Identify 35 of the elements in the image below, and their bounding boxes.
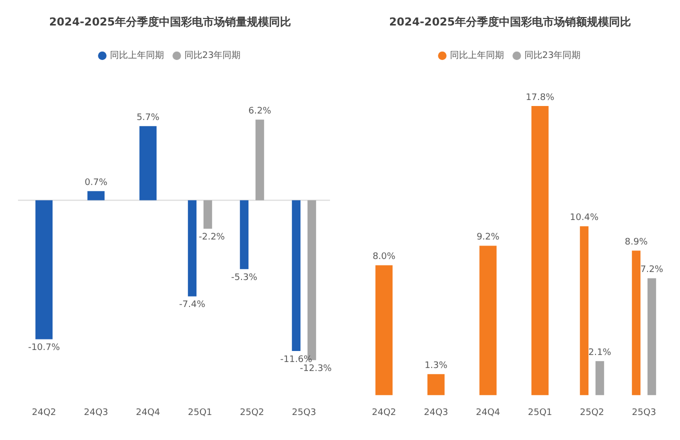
legend-label: 同比上年同期 xyxy=(110,50,164,62)
data-label: -7.4% xyxy=(179,300,206,310)
data-label: -2.2% xyxy=(198,232,226,243)
data-label: 0.7% xyxy=(84,178,108,188)
x-tick-label: 25Q2 xyxy=(580,408,604,418)
x-tick-label: 24Q2 xyxy=(372,408,396,418)
chart-title: 2024-2025年分季度中国彩电市场销量规模同比 xyxy=(49,15,291,28)
x-tick-label: 24Q3 xyxy=(84,408,108,418)
data-label: 9.2% xyxy=(476,232,500,243)
legend-label: 同比23年同期 xyxy=(524,50,581,62)
x-tick-label: 25Q1 xyxy=(528,408,552,418)
data-label: 6.2% xyxy=(248,106,272,116)
data-label: 2.1% xyxy=(588,348,612,358)
data-label: -10.7% xyxy=(28,343,60,354)
data-label: -11.6% xyxy=(280,354,313,365)
x-tick-label: 25Q1 xyxy=(188,408,212,418)
data-label: 1.3% xyxy=(424,360,448,371)
legend-label: 同比23年同期 xyxy=(184,50,241,62)
data-label: 7.2% xyxy=(640,265,664,276)
x-tick-label: 24Q4 xyxy=(476,408,500,418)
data-label: -5.3% xyxy=(231,272,258,283)
data-label: 8.9% xyxy=(624,237,648,248)
x-tick-label: 24Q4 xyxy=(136,408,160,418)
x-tick-label: 24Q3 xyxy=(424,408,448,418)
data-label: -12.3% xyxy=(300,364,332,374)
x-tick-label: 24Q2 xyxy=(32,408,56,418)
data-label: 17.8% xyxy=(526,92,555,103)
data-label: 8.0% xyxy=(372,252,396,262)
data-label: 5.7% xyxy=(136,112,160,123)
x-tick-label: 25Q2 xyxy=(240,408,264,418)
data-label: 10.4% xyxy=(570,213,599,224)
chart-title: 2024-2025年分季度中国彩电市场销额规模同比 xyxy=(389,15,631,28)
legend-label: 同比上年同期 xyxy=(450,50,504,62)
x-tick-label: 25Q3 xyxy=(292,408,316,418)
x-tick-label: 25Q3 xyxy=(632,408,656,418)
